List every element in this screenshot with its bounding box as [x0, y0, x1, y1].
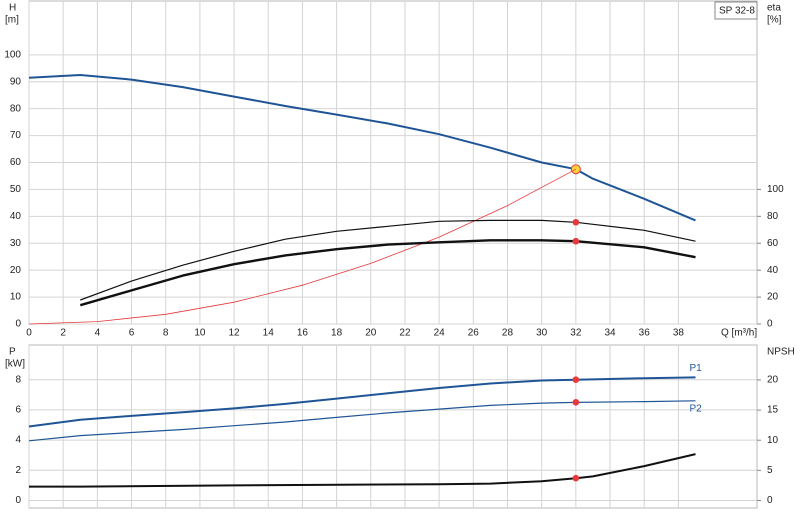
x-tick-label: 36 — [639, 328, 651, 339]
y-tick-label: 4 — [15, 435, 21, 446]
curve — [28, 376, 696, 428]
duty-point — [572, 218, 580, 226]
x-tick-label: 8 — [163, 328, 169, 339]
y-tick-label: 100 — [4, 49, 21, 60]
x-tick-label: 30 — [536, 328, 548, 339]
y-tick-label: 8 — [15, 374, 21, 385]
title-box — [714, 1, 758, 20]
y-tick-label: 80 — [10, 103, 22, 114]
y-tick-label: 0 — [15, 319, 21, 330]
x-tick-label: 4 — [95, 328, 101, 339]
y-axis-unit: [m] — [5, 15, 19, 26]
x-tick-label: 24 — [434, 328, 446, 339]
y-tick-label: 0 — [15, 495, 21, 506]
y2-axis-label: eta — [767, 3, 781, 14]
y2-tick-label: 15 — [767, 405, 779, 416]
y2-tick-label: 0 — [767, 319, 773, 330]
x-tick-label: 34 — [604, 328, 616, 339]
y2-axis-unit: [%] — [767, 15, 782, 26]
y-tick-label: 20 — [10, 265, 22, 276]
y-axis-unit: [kW] — [5, 359, 25, 370]
x-tick-label: 32 — [570, 328, 582, 339]
curve — [28, 400, 696, 442]
x-tick-label: 28 — [502, 328, 514, 339]
x-tick-label: 26 — [468, 328, 480, 339]
y-tick-label: 2 — [15, 465, 21, 476]
legend-label: P1 — [689, 363, 702, 374]
x-tick-label: 38 — [673, 328, 685, 339]
x-tick-label: 20 — [365, 328, 377, 339]
x-tick-label: 14 — [263, 328, 275, 339]
y-tick-label: 60 — [10, 157, 22, 168]
x-tick-label: 10 — [194, 328, 206, 339]
y-tick-label: 6 — [15, 405, 21, 416]
x-tick-label: 2 — [60, 328, 66, 339]
y2-tick-label: 40 — [767, 265, 779, 276]
duty-point — [572, 376, 580, 384]
y-tick-label: 30 — [10, 238, 22, 249]
x-tick-label: 22 — [399, 328, 411, 339]
x-axis-label: Q [m³/h] — [721, 328, 757, 339]
y2-tick-label: 20 — [767, 292, 779, 303]
chart-title: SP 32-8 — [719, 6, 755, 17]
y-axis-label: H — [9, 3, 16, 14]
curve — [28, 74, 696, 222]
x-tick-label: 16 — [297, 328, 309, 339]
y-tick-label: 90 — [10, 76, 22, 87]
x-tick-label: 12 — [229, 328, 241, 339]
y2-tick-label: 60 — [767, 238, 779, 249]
y-tick-label: 70 — [10, 130, 22, 141]
duty-point — [572, 474, 580, 482]
y-tick-label: 40 — [10, 211, 22, 222]
x-tick-label: 18 — [331, 328, 343, 339]
y2-tick-label: 80 — [767, 211, 779, 222]
y-axis-label: P — [9, 347, 16, 358]
y2-tick-label: 5 — [767, 465, 773, 476]
duty-point — [572, 237, 580, 245]
y2-tick-label: 20 — [767, 375, 779, 386]
duty-point — [572, 399, 580, 406]
x-tick-label: 6 — [129, 328, 135, 339]
y2-axis-label: NPSH — [767, 347, 795, 358]
legend-label: P2 — [689, 403, 702, 414]
curve — [28, 168, 577, 325]
y-tick-label: 50 — [10, 184, 22, 195]
y2-tick-label: 10 — [767, 435, 779, 446]
y-tick-label: 10 — [10, 292, 22, 303]
curve — [29, 453, 696, 488]
y2-tick-label: 100 — [767, 184, 784, 195]
y2-tick-label: 0 — [767, 495, 773, 506]
x-tick-label: 0 — [26, 328, 32, 339]
